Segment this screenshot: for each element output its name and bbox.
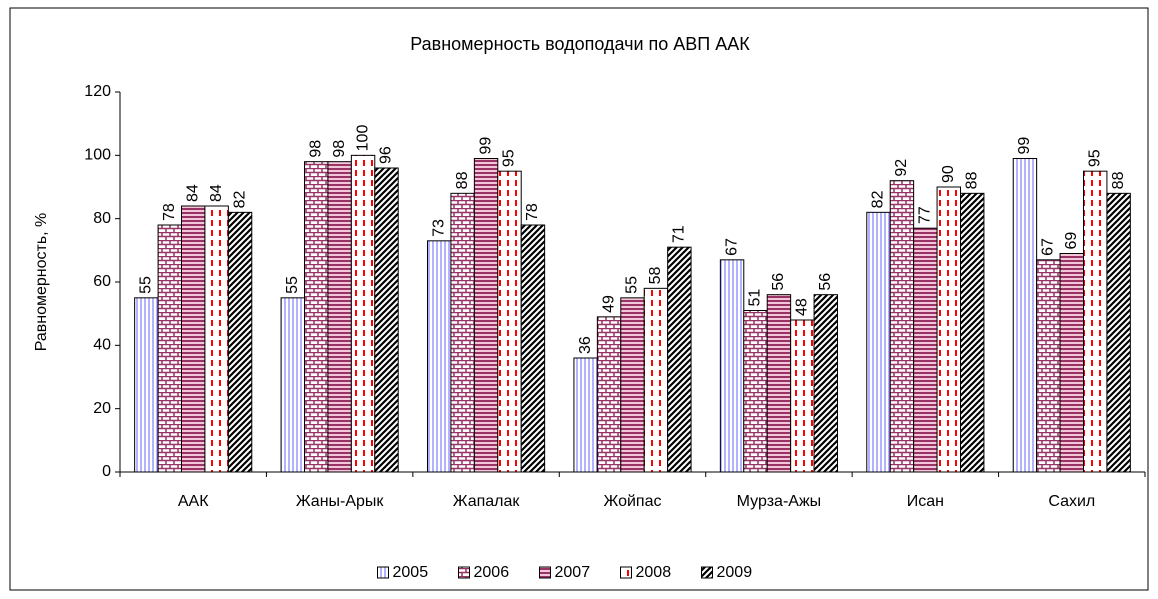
bar [374, 167, 399, 473]
bar [936, 186, 961, 473]
bar [573, 357, 598, 473]
legend-swatch [539, 566, 551, 579]
data-label: 84 [184, 184, 201, 202]
bar [520, 224, 546, 473]
data-label: 90 [940, 165, 957, 183]
data-label: 82 [870, 190, 887, 208]
bar [1083, 170, 1108, 473]
bar [227, 211, 253, 473]
y-tick-label: 40 [93, 337, 111, 354]
x-tick-label: ААК [178, 493, 209, 510]
data-label: 67 [1040, 238, 1057, 256]
bar [350, 154, 376, 473]
bar [596, 316, 622, 473]
legend-swatch [377, 566, 389, 579]
bar [643, 287, 669, 473]
data-label: 77 [917, 206, 934, 224]
bar [913, 227, 938, 473]
data-label: 55 [284, 276, 301, 294]
bar [866, 211, 891, 473]
y-tick-label: 80 [93, 210, 111, 227]
bar [813, 294, 838, 473]
bar [157, 224, 182, 473]
y-tick-label: 120 [84, 83, 111, 100]
bar [473, 158, 499, 473]
bar [1036, 259, 1061, 473]
bar [1059, 253, 1084, 473]
x-tick-label: Сахил [1048, 493, 1095, 510]
data-label: 67 [723, 238, 740, 256]
data-label: 99 [1016, 137, 1033, 155]
bar [427, 240, 452, 473]
legend-label: 2005 [393, 564, 429, 581]
data-label: 36 [577, 336, 594, 354]
chart-title: Равномерность водоподачи по АВП ААК [410, 34, 750, 54]
x-tick-label: Жойпас [604, 493, 662, 510]
bar [766, 294, 792, 473]
y-tick-label: 20 [93, 400, 111, 417]
bar [1012, 158, 1038, 473]
x-tick-label: Мурза-Ажы [737, 493, 821, 510]
data-label: 95 [501, 149, 518, 167]
y-tick-label: 60 [93, 273, 111, 290]
data-label: 69 [1063, 232, 1080, 250]
data-label: 84 [208, 184, 225, 202]
bar [889, 180, 915, 473]
x-tick-label: Исан [907, 493, 944, 510]
bar [743, 310, 768, 473]
data-label: 96 [378, 146, 395, 164]
y-tick-label: 100 [84, 147, 111, 164]
bar [1106, 192, 1131, 473]
bar [304, 161, 329, 473]
data-label: 49 [600, 295, 617, 313]
data-label: 71 [671, 225, 688, 243]
bar [450, 192, 475, 473]
bar [181, 205, 206, 473]
legend-label: 2008 [636, 564, 672, 581]
data-label: 98 [331, 140, 348, 158]
data-label: 55 [624, 276, 641, 294]
legend-label: 2009 [717, 564, 753, 581]
data-label: 100 [354, 125, 371, 152]
data-label: 92 [893, 159, 910, 177]
data-label: 88 [454, 171, 471, 189]
bar [497, 170, 522, 473]
data-label: 88 [1110, 171, 1127, 189]
bar [790, 319, 815, 473]
data-label: 56 [817, 273, 834, 291]
bar [719, 259, 745, 473]
data-label: 56 [770, 273, 787, 291]
bar [204, 205, 229, 473]
data-label: 99 [477, 137, 494, 155]
legend-swatch [701, 566, 713, 579]
bar [620, 297, 645, 473]
bar [134, 297, 159, 473]
legend-swatch [620, 566, 632, 579]
x-tick-label: Жапалак [453, 493, 521, 510]
data-label: 82 [231, 190, 248, 208]
data-label: 88 [963, 171, 980, 189]
data-label: 51 [747, 289, 764, 307]
legend-label: 2006 [474, 564, 510, 581]
data-label: 73 [430, 219, 447, 237]
legend-swatch [458, 566, 470, 579]
data-label: 98 [307, 140, 324, 158]
bar [327, 161, 352, 473]
data-label: 78 [524, 203, 541, 221]
y-tick-label: 0 [102, 463, 111, 480]
data-label: 48 [794, 298, 811, 316]
data-label: 58 [647, 266, 664, 284]
legend-label: 2007 [555, 564, 591, 581]
bar [960, 192, 985, 473]
y-axis-label: Равномерность, % [33, 213, 50, 352]
bar [667, 246, 692, 473]
x-tick-label: Жаны-Арык [296, 493, 385, 510]
bar [280, 297, 306, 473]
data-label: 95 [1086, 149, 1103, 167]
data-label: 55 [138, 276, 155, 294]
data-label: 78 [161, 203, 178, 221]
